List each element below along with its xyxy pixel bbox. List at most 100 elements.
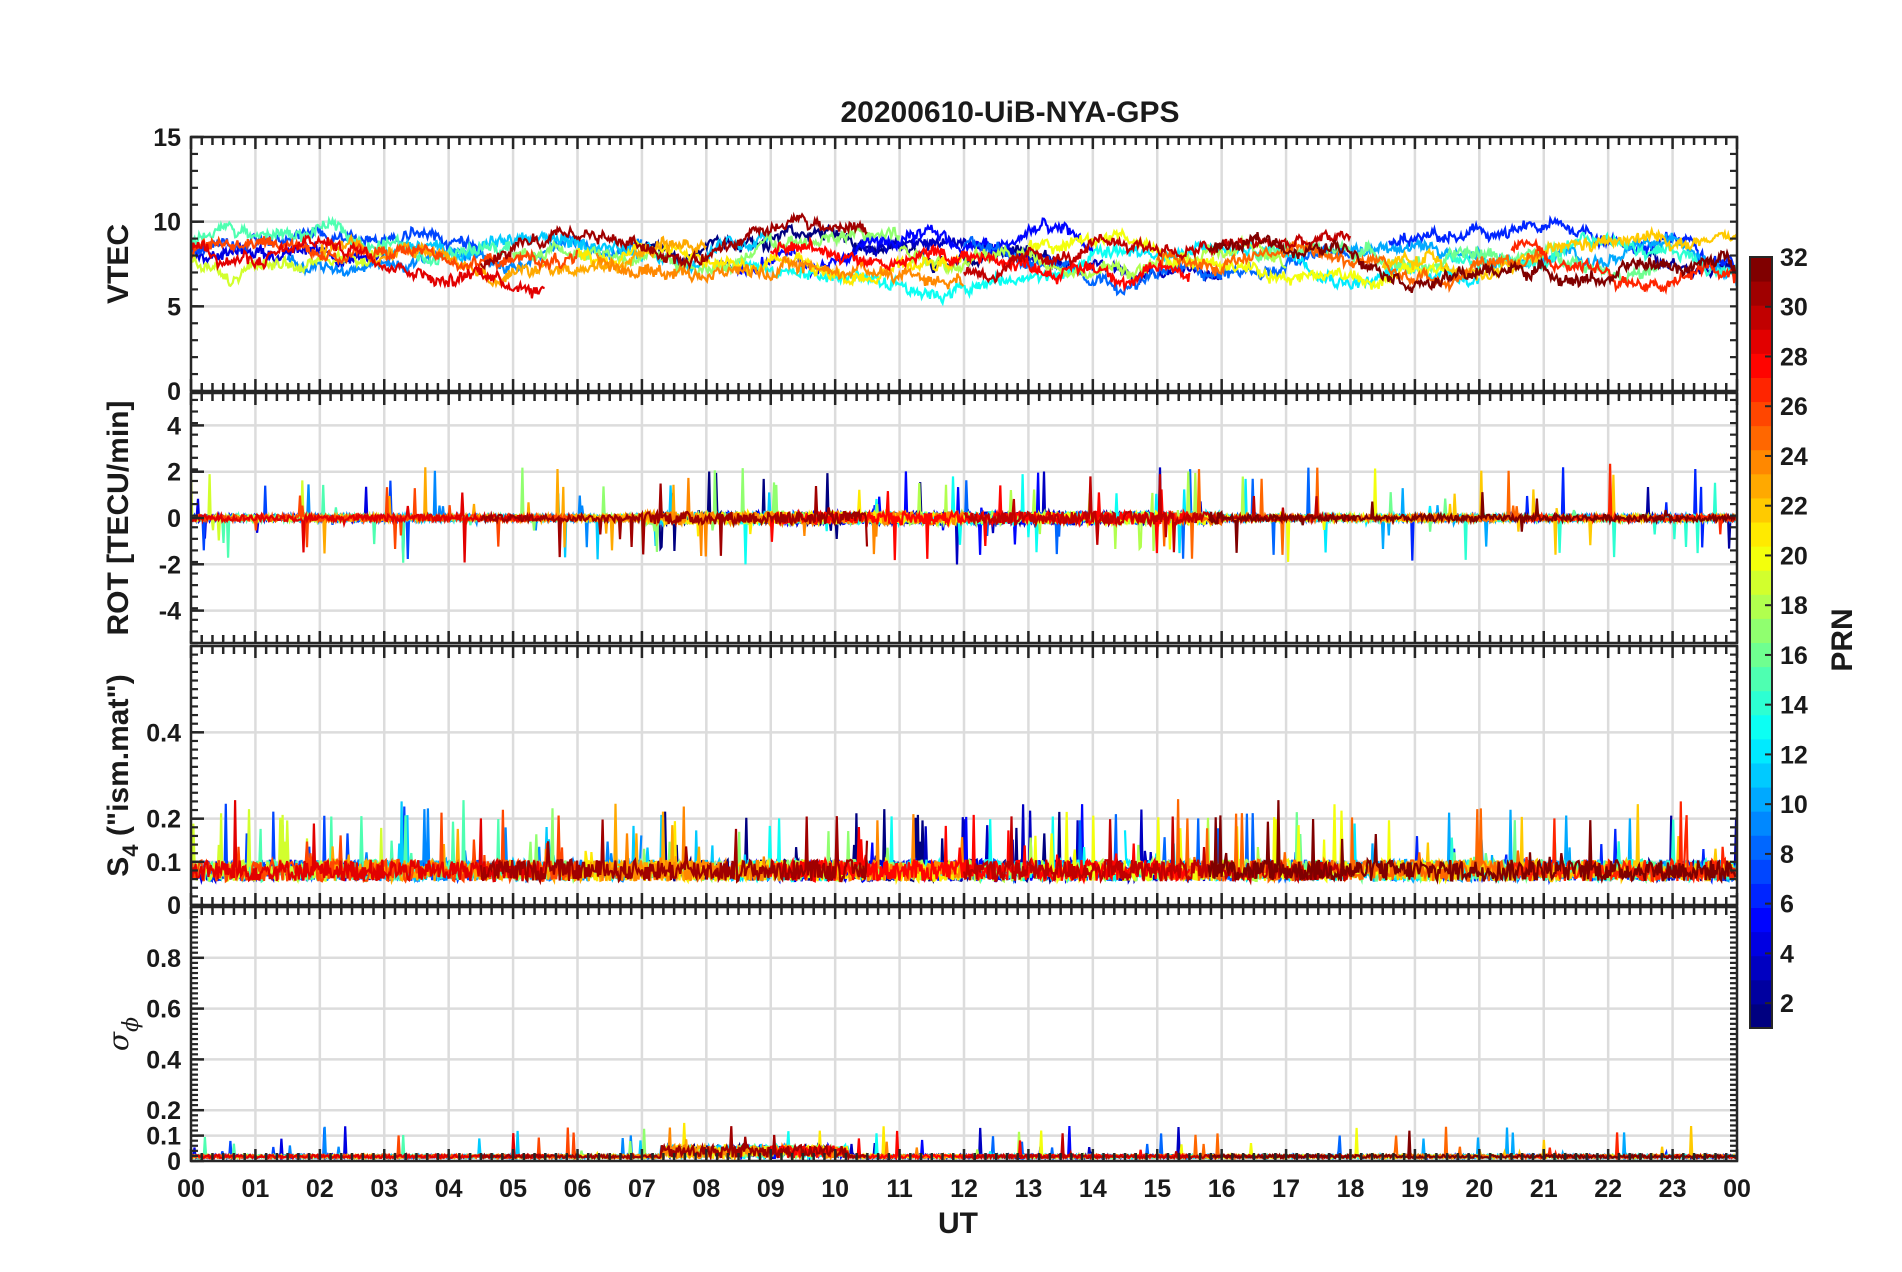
colorbar-segment [1750, 931, 1772, 957]
rot-series-prn-31 [479, 483, 869, 558]
vtec-series-prn-27 [1510, 237, 1737, 296]
x-tick-label: 19 [1401, 1175, 1429, 1203]
vtec-y-axis-label: VTEC [102, 224, 135, 304]
vtec-series-prn-26 [191, 235, 579, 273]
sigma-y-ticks: 00.10.2 0.4 0.6 0.8 [146, 905, 1737, 1176]
rot-y-tick-label: 0 [167, 505, 181, 533]
s4-y-ticks: 0 0.1 0.2 0.4 [146, 644, 1737, 920]
x-tick-label: 06 [564, 1175, 592, 1203]
colorbar-tick-label: 6 [1780, 891, 1794, 919]
x-tick-label: 22 [1594, 1175, 1622, 1203]
vtec-series-prn-18 [898, 234, 1287, 282]
s4-series-prn-32 [1207, 800, 1737, 885]
x-tick-label: 00 [1723, 1175, 1751, 1203]
x-tick-label: 04 [435, 1175, 463, 1203]
vtec-series-prn-22 [1381, 225, 1737, 281]
x-tick-label: 09 [757, 1175, 785, 1203]
x-tick-label: 16 [1208, 1175, 1236, 1203]
sigma-y-tick-label: 0.4 [146, 1046, 181, 1074]
colorbar-segment [1750, 907, 1772, 933]
colorbar-segment [1750, 979, 1772, 1005]
s4-series [191, 799, 1737, 886]
x-tick-label: 20 [1465, 1175, 1493, 1203]
colorbar-label: PRN [1826, 608, 1859, 671]
rot-series [191, 463, 1737, 565]
x-tick-label: 02 [306, 1175, 334, 1203]
vtec-series-prn-24 [595, 252, 965, 290]
sigma-y-tick-label: 0.2 [146, 1097, 181, 1125]
colorbar-segment [1750, 546, 1772, 571]
vtec-series-prn-31 [479, 211, 868, 271]
vtec-x-ticks [189, 137, 1739, 391]
x-tick-label: 07 [628, 1175, 656, 1203]
vtec-y-tick-label: 5 [167, 293, 181, 321]
vtec-series-prn-30 [963, 228, 1352, 285]
colorbar-segment [1750, 618, 1772, 643]
sigma-grid [191, 907, 1737, 1161]
colorbar-segment [1750, 353, 1772, 378]
panel-vtec: 0 5 10 15 VTEC [102, 124, 1739, 406]
vtec-series-prn-28 [769, 235, 1191, 293]
chart-title: 20200610-UiB-NYA-GPS [840, 96, 1179, 129]
x-tick-label: 12 [950, 1175, 978, 1203]
sigma-y-tick-label: 0.1 [146, 1123, 181, 1151]
vtec-series-prn-10 [1349, 232, 1737, 287]
colorbar-tick-label: 16 [1780, 642, 1808, 670]
colorbar-tick-label: 32 [1780, 244, 1808, 272]
sigma-y-axis-label: σϕ [102, 1017, 144, 1051]
colorbar-segment [1750, 522, 1772, 547]
colorbar-segment [1750, 762, 1772, 788]
x-tick-label: 00 [177, 1175, 205, 1203]
rot-x-ticks [189, 393, 1739, 643]
colorbar-segment [1750, 594, 1772, 619]
colorbar-tick-label: 26 [1780, 393, 1808, 421]
sigma-y-tick-label: 0.8 [146, 945, 181, 973]
rot-series-prn-32 [1207, 492, 1737, 553]
colorbar-segment [1750, 690, 1772, 716]
colorbar-tick-label: 18 [1780, 592, 1808, 620]
x-tick-label: 15 [1143, 1175, 1171, 1203]
s4-y-tick-label: 0 [167, 892, 181, 920]
colorbar-segment [1750, 305, 1772, 330]
colorbar-segment [1750, 377, 1772, 403]
colorbar-tick-label: 14 [1780, 692, 1808, 720]
colorbar-segment [1750, 787, 1772, 812]
x-tick-label: 08 [692, 1175, 720, 1203]
colorbar-tick-label: 24 [1780, 443, 1808, 471]
colorbar-tick-label: 28 [1780, 343, 1808, 371]
colorbar-tick-label: 22 [1780, 493, 1808, 521]
colorbar-segment [1750, 666, 1772, 692]
colorbar-segment [1750, 425, 1772, 451]
colorbar-tick-label: 20 [1780, 542, 1808, 570]
colorbar-segment [1750, 497, 1772, 523]
vtec-y-tick-label: 0 [167, 378, 181, 406]
x-tick-label: 03 [370, 1175, 398, 1203]
x-tick-label: 01 [242, 1175, 270, 1203]
vtec-series [191, 211, 1737, 307]
colorbar-segment [1750, 570, 1772, 595]
colorbar-tick-label: 12 [1780, 741, 1808, 769]
x-tick-labels: 00 01 02 03 04 05 06 07 08 09 10 11 12 13 14 15 16 17 18 19… [177, 1175, 1751, 1203]
colorbar-segment [1750, 835, 1772, 860]
colorbar-frame [1749, 256, 1773, 1029]
rot-y-tick-label: 4 [167, 412, 181, 440]
colorbar-segment [1750, 738, 1772, 764]
s4-x-ticks [189, 646, 1739, 905]
vtec-series-prn-32 [1207, 232, 1737, 293]
colorbar-segment [1750, 329, 1772, 354]
vtec-series-prn-5 [718, 217, 1094, 280]
colorbar-tick-label: 10 [1780, 791, 1808, 819]
vtec-y-tick-label: 15 [153, 124, 181, 152]
colorbar-segment [1750, 859, 1772, 884]
x-tick-label: 14 [1079, 1175, 1107, 1203]
rot-y-tick-label: 2 [167, 459, 181, 487]
colorbar-segment [1750, 449, 1772, 475]
vtec-series-prn-29 [191, 234, 545, 299]
colorbar-segment [1750, 714, 1772, 740]
vtec-series-prn-23 [319, 233, 707, 289]
s4-y-tick-label: 0.2 [146, 806, 181, 834]
